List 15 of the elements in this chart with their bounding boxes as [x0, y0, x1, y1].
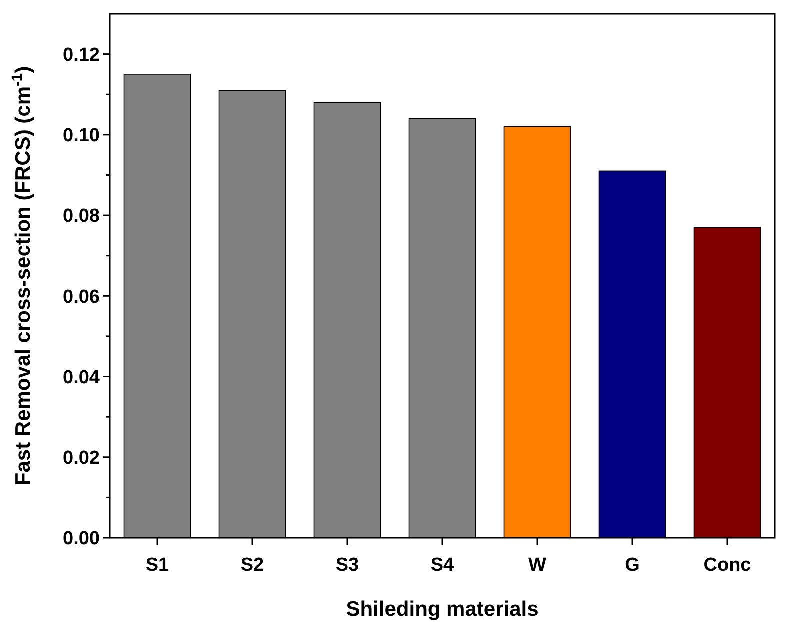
x-tick-label: S3 — [336, 555, 360, 576]
y-tick-label: 0.04 — [63, 367, 100, 388]
y-tick-label: 0.12 — [63, 44, 100, 66]
y-tick-label: 0.02 — [63, 448, 100, 470]
x-tick-label: S1 — [146, 555, 170, 576]
y-tick-label: 0.06 — [63, 286, 100, 308]
x-tick-label: S4 — [430, 555, 455, 576]
x-tick-label: G — [625, 555, 640, 576]
y-tick-label: 0.08 — [63, 206, 100, 228]
y-tick-label: 0.10 — [63, 126, 100, 147]
x-tick-label: S2 — [240, 555, 264, 576]
x-axis-title: Shileding materials — [346, 598, 539, 621]
x-tick-label: Conc — [704, 555, 752, 576]
y-tick-label: 0.00 — [63, 528, 100, 550]
x-tick-label: W — [528, 555, 547, 576]
